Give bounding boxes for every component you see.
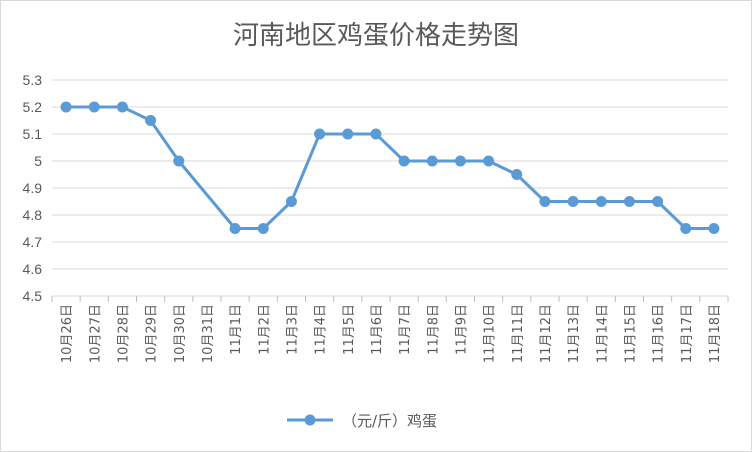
y-tick-label: 4.6 bbox=[23, 261, 43, 277]
data-point bbox=[314, 128, 326, 140]
chart-title: 河南地区鸡蛋价格走势图 bbox=[233, 21, 519, 51]
x-tick-label: 10月26日 bbox=[60, 304, 75, 363]
y-tick-label: 4.7 bbox=[23, 234, 43, 250]
series-line bbox=[66, 105, 714, 230]
x-tick-label: 11月6日 bbox=[370, 304, 385, 355]
data-point bbox=[370, 128, 382, 140]
data-point bbox=[652, 196, 664, 207]
x-tick-label: 11月4日 bbox=[314, 304, 329, 355]
data-point bbox=[398, 155, 410, 167]
legend: （元/斤）鸡蛋 bbox=[287, 412, 437, 430]
legend-marker-swatch bbox=[304, 414, 316, 426]
x-tick-label: 11月15日 bbox=[623, 304, 638, 363]
x-tick-label: 11月10日 bbox=[483, 304, 498, 363]
x-tick-label: 10月31日 bbox=[201, 304, 216, 363]
data-point bbox=[145, 115, 157, 126]
x-tick-label: 10月30日 bbox=[173, 304, 188, 363]
x-tick-label: 11月8日 bbox=[426, 304, 441, 355]
data-point bbox=[342, 128, 354, 140]
y-tick-label: 4.9 bbox=[23, 180, 43, 196]
data-point bbox=[454, 155, 466, 167]
y-tick-label: 4.8 bbox=[23, 207, 43, 223]
data-point bbox=[229, 223, 241, 234]
x-tick-label: 11月3日 bbox=[285, 304, 300, 355]
data-point bbox=[483, 155, 495, 167]
data-point bbox=[623, 196, 635, 207]
data-point bbox=[88, 101, 100, 113]
x-tick-label: 11月17日 bbox=[680, 304, 695, 363]
x-tick-label: 11月9日 bbox=[454, 304, 469, 355]
x-tick-label: 11月2日 bbox=[257, 304, 272, 355]
x-tick-label: 10月28日 bbox=[116, 304, 131, 363]
data-point bbox=[511, 169, 523, 180]
data-point bbox=[539, 196, 551, 207]
x-tick-label: 11月13日 bbox=[567, 304, 582, 363]
data-point bbox=[285, 196, 297, 207]
x-tick-label: 11月5日 bbox=[342, 304, 357, 355]
x-tick-label: 10月29日 bbox=[145, 304, 160, 363]
data-point bbox=[567, 196, 579, 207]
x-tick-label: 11月1日 bbox=[229, 304, 244, 355]
y-tick-label: 4.5 bbox=[23, 288, 43, 304]
gridlines bbox=[52, 79, 728, 297]
y-axis: 4.5 4.6 4.7 4.8 4.9 5 5.1 5.2 5.3 bbox=[23, 72, 43, 304]
data-point bbox=[60, 101, 72, 113]
y-tick-label: 5.3 bbox=[23, 72, 43, 88]
y-tick-label: 5.2 bbox=[23, 99, 43, 115]
data-point bbox=[680, 223, 692, 234]
x-tick-label: 10月27日 bbox=[88, 304, 103, 363]
data-point bbox=[173, 155, 185, 167]
series-layer bbox=[60, 101, 720, 234]
data-point bbox=[595, 196, 607, 207]
legend-label: （元/斤）鸡蛋 bbox=[342, 412, 437, 430]
x-tick-label: 11月18日 bbox=[708, 304, 723, 363]
data-point bbox=[708, 223, 720, 234]
x-tick-label: 11月14日 bbox=[595, 304, 610, 363]
x-tick-label: 11月12日 bbox=[539, 304, 554, 363]
x-tick-label: 11月16日 bbox=[652, 304, 667, 363]
x-tick-label: 11月7日 bbox=[398, 304, 413, 355]
data-point bbox=[116, 101, 128, 113]
y-tick-label: 5.1 bbox=[23, 126, 43, 142]
data-point bbox=[257, 223, 269, 234]
y-tick-label: 5 bbox=[34, 153, 42, 169]
x-axis: 10月26日 10月27日 10月28日 10月29日 10月30日 10月31日 11月1… bbox=[51, 296, 729, 363]
x-tick-label: 11月11日 bbox=[511, 304, 526, 363]
data-point bbox=[426, 155, 438, 167]
